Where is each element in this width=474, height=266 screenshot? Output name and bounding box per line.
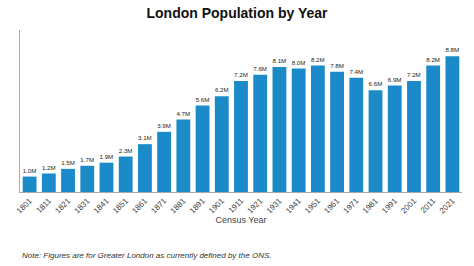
svg-text:Note: Figures are for Greater: Note: Figures are for Greater London as … [22, 251, 271, 260]
svg-text:1901: 1901 [207, 196, 226, 215]
svg-text:1951: 1951 [303, 196, 322, 215]
svg-text:1801: 1801 [15, 196, 34, 215]
svg-text:7.2M: 7.2M [234, 71, 248, 78]
svg-text:3.1M: 3.1M [138, 134, 152, 141]
svg-text:1871: 1871 [149, 196, 168, 215]
svg-text:London Population by Year: London Population by Year [147, 5, 329, 21]
svg-text:1941: 1941 [284, 196, 303, 215]
svg-text:1.9M: 1.9M [100, 153, 114, 160]
svg-text:8.8M: 8.8M [445, 46, 459, 53]
svg-text:1981: 1981 [361, 196, 380, 215]
svg-text:1861: 1861 [130, 196, 149, 215]
svg-text:8.0M: 8.0M [292, 59, 306, 66]
svg-text:1991: 1991 [380, 196, 399, 215]
svg-text:3.9M: 3.9M [157, 122, 171, 129]
svg-text:8.1M: 8.1M [273, 57, 287, 64]
svg-text:1851: 1851 [111, 196, 130, 215]
svg-text:1931: 1931 [265, 196, 284, 215]
svg-text:5.6M: 5.6M [196, 96, 210, 103]
svg-text:1.0M: 1.0M [23, 167, 37, 174]
svg-text:1881: 1881 [169, 196, 188, 215]
svg-text:1.2M: 1.2M [42, 164, 56, 171]
svg-text:1.5M: 1.5M [61, 159, 75, 166]
svg-text:1821: 1821 [53, 196, 72, 215]
svg-text:2.3M: 2.3M [119, 147, 133, 154]
svg-text:8.2M: 8.2M [311, 56, 325, 63]
svg-text:1971: 1971 [342, 196, 361, 215]
svg-text:1831: 1831 [73, 196, 92, 215]
svg-text:6.9M: 6.9M [388, 76, 402, 83]
svg-text:1.7M: 1.7M [80, 156, 94, 163]
svg-text:7.8M: 7.8M [330, 62, 344, 69]
svg-text:7.6M: 7.6M [253, 65, 267, 72]
svg-text:7.4M: 7.4M [349, 68, 363, 75]
svg-text:1961: 1961 [322, 196, 341, 215]
svg-text:7.2M: 7.2M [407, 71, 421, 78]
svg-text:2021: 2021 [438, 196, 457, 215]
svg-text:Census Year: Census Year [215, 215, 266, 225]
svg-text:8.2M: 8.2M [426, 56, 440, 63]
svg-text:1891: 1891 [188, 196, 207, 215]
svg-text:6.2M: 6.2M [215, 86, 229, 93]
svg-text:1841: 1841 [92, 196, 111, 215]
svg-text:2001: 2001 [399, 196, 418, 215]
svg-text:6.6M: 6.6M [369, 80, 383, 87]
svg-text:4.7M: 4.7M [176, 110, 190, 117]
svg-text:2011: 2011 [419, 196, 438, 215]
svg-text:1921: 1921 [246, 196, 265, 215]
svg-text:1811: 1811 [35, 196, 54, 215]
svg-text:1911: 1911 [227, 196, 246, 215]
